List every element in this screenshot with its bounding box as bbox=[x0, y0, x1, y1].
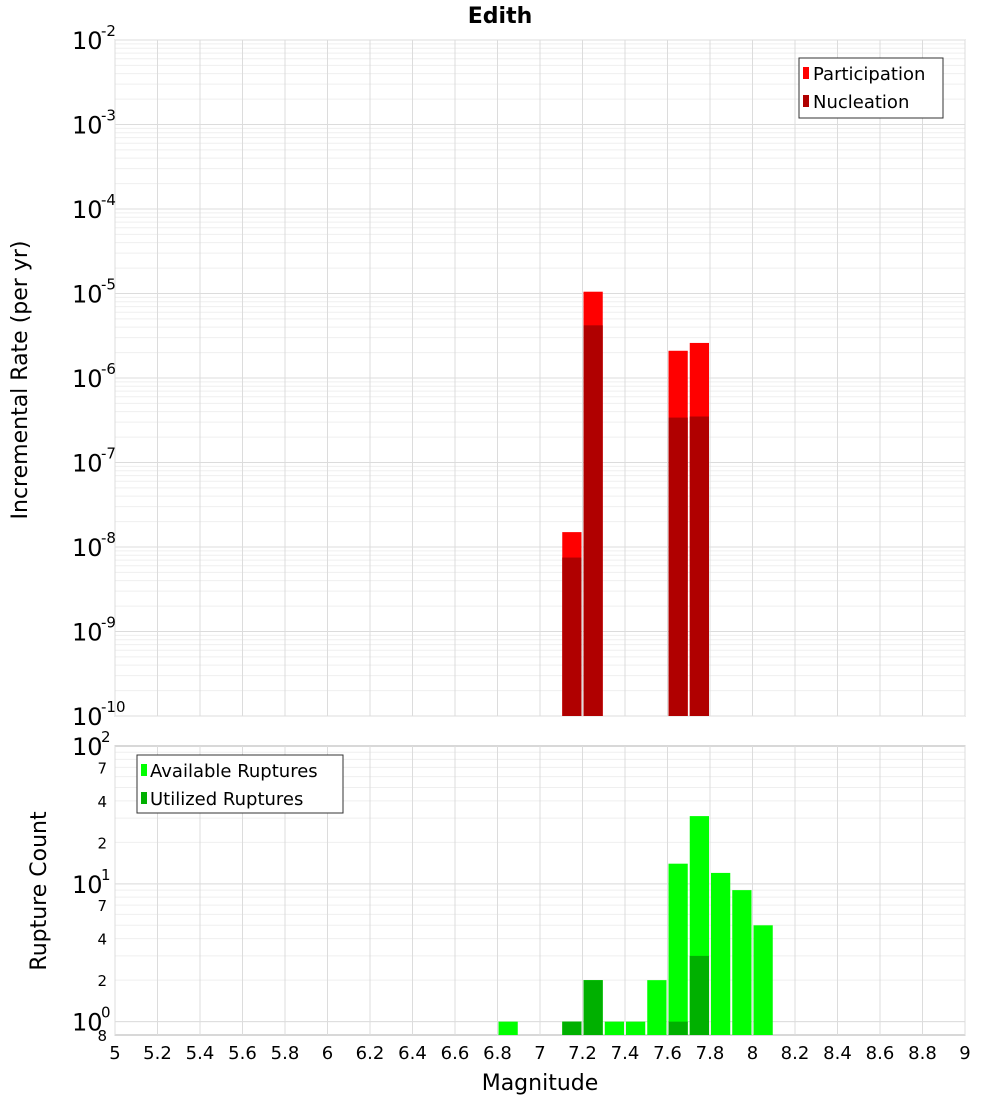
y-minor-tick-label: 8 bbox=[97, 1027, 107, 1045]
y-minor-tick-label: 2 bbox=[97, 972, 107, 990]
y-tick-exponent: -5 bbox=[101, 276, 116, 294]
count-legend: Available Ruptures Utilized Ruptures bbox=[136, 754, 344, 814]
x-tick-label: 8.6 bbox=[866, 1043, 895, 1064]
nucleation-bar bbox=[668, 417, 688, 716]
y-tick-label: 10 bbox=[72, 733, 103, 761]
y-minor-tick-label: 2 bbox=[97, 834, 107, 852]
participation-legend-label: Participation bbox=[813, 64, 925, 85]
x-tick-label: 5 bbox=[109, 1043, 120, 1064]
x-axis-label: Magnitude bbox=[482, 1071, 599, 1096]
x-tick-label: 6.8 bbox=[483, 1043, 512, 1064]
y-tick-exponent: -8 bbox=[101, 529, 116, 547]
y-minor-tick-label: 4 bbox=[97, 793, 107, 811]
count-plot-x-ticks: 5 5.2 5.4 5.6 5.8 6 6.2 6.4 6.6 6.8 7 7.2 7.4 7.6 7.8 8… bbox=[109, 1043, 970, 1064]
y-tick-label: 10 bbox=[72, 281, 103, 309]
x-tick-label: 8.2 bbox=[781, 1043, 810, 1064]
y-tick-exponent: 2 bbox=[101, 728, 111, 746]
available-legend-label: Available Ruptures bbox=[150, 761, 318, 782]
available-ruptures-bar bbox=[711, 872, 731, 1035]
rate-plot-grid bbox=[114, 39, 966, 717]
nucleation-bar bbox=[689, 416, 709, 716]
y-tick-label: 10 bbox=[72, 27, 103, 55]
available-ruptures-bar bbox=[498, 1021, 518, 1035]
utilized-ruptures-bar bbox=[583, 980, 603, 1035]
x-tick-label: 7.2 bbox=[568, 1043, 597, 1064]
count-legend-box bbox=[136, 754, 344, 814]
y-tick-label: 10 bbox=[72, 450, 103, 478]
x-tick-label: 8.8 bbox=[908, 1043, 937, 1064]
x-tick-label: 5.6 bbox=[228, 1043, 257, 1064]
y-tick-label: 10 bbox=[72, 619, 103, 647]
x-tick-label: 6.4 bbox=[398, 1043, 427, 1064]
available-ruptures-bar bbox=[668, 863, 688, 1035]
x-tick-label: 7 bbox=[534, 1043, 545, 1064]
y-tick-label: 10 bbox=[72, 112, 103, 140]
y-tick-exponent: -6 bbox=[101, 360, 116, 378]
y-tick-exponent: -4 bbox=[101, 191, 116, 209]
utilized-ruptures-bar bbox=[668, 1021, 688, 1035]
utilized-legend-swatch bbox=[141, 792, 147, 804]
y-tick-exponent: -3 bbox=[101, 107, 116, 125]
y-tick-label: 10 bbox=[72, 534, 103, 562]
y-tick-exponent: 0 bbox=[101, 1004, 111, 1022]
y-tick-exponent: -10 bbox=[101, 698, 126, 716]
rate-legend-box bbox=[798, 57, 944, 119]
y-tick-label: 10 bbox=[72, 703, 103, 731]
x-tick-label: 6.6 bbox=[441, 1043, 470, 1064]
y-tick-label: 10 bbox=[72, 871, 103, 899]
y-tick-label: 10 bbox=[72, 1009, 103, 1037]
utilized-ruptures-bar bbox=[562, 1021, 582, 1035]
x-tick-label: 7.4 bbox=[611, 1043, 640, 1064]
x-tick-label: 8 bbox=[747, 1043, 758, 1064]
x-tick-label: 6.2 bbox=[356, 1043, 385, 1064]
count-y-axis-label: Rupture Count bbox=[27, 811, 52, 971]
y-minor-tick-label: 4 bbox=[97, 931, 107, 949]
available-ruptures-bar bbox=[753, 925, 773, 1035]
y-tick-exponent: -2 bbox=[101, 22, 116, 40]
nucleation-legend-label: Nucleation bbox=[813, 92, 909, 113]
y-tick-exponent: -7 bbox=[101, 445, 116, 463]
count-plot-bars bbox=[498, 816, 773, 1035]
rate-y-axis-label: Incremental Rate (per yr) bbox=[8, 241, 33, 520]
x-tick-label: 6 bbox=[322, 1043, 333, 1064]
y-tick-exponent: 1 bbox=[101, 866, 111, 884]
x-tick-label: 7.6 bbox=[653, 1043, 682, 1064]
available-legend-swatch bbox=[141, 764, 147, 776]
x-tick-label: 7.8 bbox=[696, 1043, 725, 1064]
x-tick-label: 5.2 bbox=[143, 1043, 172, 1064]
rate-legend: Participation Nucleation bbox=[798, 57, 944, 119]
nucleation-bar bbox=[562, 557, 582, 716]
y-minor-tick-label: 7 bbox=[97, 897, 107, 915]
y-minor-tick-label: 7 bbox=[97, 759, 107, 777]
x-tick-label: 8.4 bbox=[823, 1043, 852, 1064]
rate-plot-bars bbox=[562, 291, 709, 716]
x-tick-label: 9 bbox=[959, 1043, 970, 1064]
nucleation-bar bbox=[583, 325, 603, 716]
y-tick-label: 10 bbox=[72, 365, 103, 393]
rate-plot: 10-210-310-410-510-610-710-810-910-10 In… bbox=[8, 22, 966, 731]
available-ruptures-bar bbox=[732, 890, 752, 1035]
y-tick-label: 10 bbox=[72, 196, 103, 224]
rate-plot-y-ticks: 10-210-310-410-510-610-710-810-910-10 bbox=[72, 22, 126, 731]
available-ruptures-bar bbox=[626, 1021, 646, 1035]
available-ruptures-bar bbox=[647, 980, 667, 1035]
utilized-ruptures-bar bbox=[689, 955, 709, 1035]
available-ruptures-bar bbox=[604, 1021, 624, 1035]
x-tick-label: 5.4 bbox=[186, 1043, 215, 1064]
participation-legend-swatch bbox=[803, 67, 809, 79]
utilized-legend-label: Utilized Ruptures bbox=[150, 789, 303, 810]
y-tick-exponent: -9 bbox=[101, 614, 116, 632]
x-tick-label: 5.8 bbox=[271, 1043, 300, 1064]
nucleation-legend-swatch bbox=[803, 95, 809, 107]
chart-title: Edith bbox=[468, 4, 533, 29]
